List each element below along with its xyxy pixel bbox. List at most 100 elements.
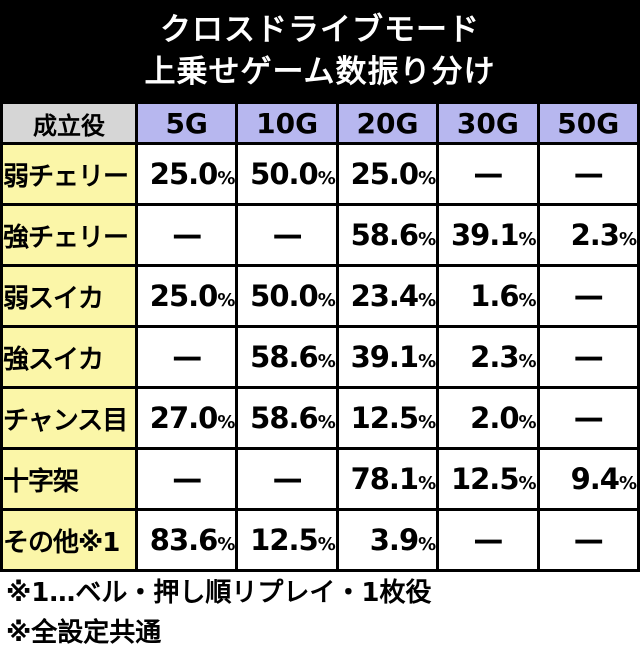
table-row: 強チェリー — —58.6% 39.1% 2.3% <box>0 203 640 267</box>
row-role-label: 強スイカ <box>0 325 138 389</box>
cell-dash: — <box>134 325 239 389</box>
cell-number: 50.0 <box>250 279 319 313</box>
table-row: その他※1 83.6% 12.5% 3.9% — — <box>0 508 640 572</box>
cell-value: 23.4% <box>335 264 440 328</box>
title-line-2: 上乗せゲーム数振り分け <box>144 53 496 90</box>
percent-sign: % <box>418 473 437 494</box>
cell-dash: — <box>436 508 540 572</box>
cell-number: 12.5 <box>450 462 520 496</box>
cell-value: 25.0% <box>134 142 239 206</box>
percent-sign: % <box>317 290 336 311</box>
percent-sign: % <box>418 351 437 372</box>
percent-sign: % <box>217 290 236 311</box>
footnote-1: ※1…ベル・押し順リプレイ・1枚役 <box>6 578 432 608</box>
title-banner: クロスドライブモード 上乗せゲーム数振り分け <box>0 0 640 101</box>
cell-value: 25.0% <box>134 264 239 328</box>
cell-dash: — <box>536 508 640 572</box>
cell-number: 78.1 <box>350 462 420 496</box>
row-role-label: 弱チェリー <box>0 142 138 206</box>
cell-value: 1.6% <box>436 264 540 328</box>
footnote-2: ※全設定共通 <box>6 618 162 648</box>
cell-value: 12.5% <box>436 447 540 511</box>
cell-number: 2.3 <box>470 340 519 374</box>
cell-value: 50.0% <box>235 142 339 206</box>
cell-number: 39.1 <box>350 340 420 374</box>
percent-sign: % <box>518 229 537 250</box>
row-role-label: 強チェリー <box>0 203 138 267</box>
allocation-table: 成立役 5G 10G 20G 30G 50G 弱チェリー 25.0% 50.0% 25… <box>0 101 640 572</box>
percent-sign: % <box>317 168 336 189</box>
cell-number: 2.3 <box>570 218 620 252</box>
cell-value: 2.3% <box>436 325 540 389</box>
cell-dash: — <box>134 447 239 511</box>
table-body: 弱チェリー 25.0% 50.0% 25.0% — — 強チェリー — —58.6% 39.1% 2… <box>0 142 640 572</box>
cell-value: 50.0% <box>235 264 339 328</box>
percent-sign: % <box>618 473 637 494</box>
row-role-label: 弱スイカ <box>0 264 138 328</box>
cell-value: 12.5% <box>335 386 440 450</box>
percent-sign: % <box>418 290 437 311</box>
cell-value: 39.1% <box>436 203 540 267</box>
cell-number: 25.0 <box>149 157 219 191</box>
cell-value: 58.6% <box>235 386 339 450</box>
cell-number: 58.6 <box>250 340 319 374</box>
header-50g: 50G <box>536 101 640 145</box>
cell-number: 27.0 <box>149 401 219 435</box>
cell-number: 12.5 <box>250 523 319 557</box>
cell-value: 58.6% <box>235 325 339 389</box>
percent-sign: % <box>217 534 236 555</box>
percent-sign: % <box>317 534 336 555</box>
cell-number: 1.6 <box>470 279 519 313</box>
cell-number: 58.6 <box>350 218 420 252</box>
table-row: 弱チェリー 25.0% 50.0% 25.0% — — <box>0 142 640 206</box>
header-30g: 30G <box>436 101 540 145</box>
cell-number: 23.4 <box>350 279 420 313</box>
percent-sign: % <box>317 412 336 433</box>
percent-sign: % <box>418 168 437 189</box>
cell-dash: — <box>436 142 540 206</box>
cell-dash: — <box>536 325 640 389</box>
percent-sign: % <box>518 290 537 311</box>
cell-number: 9.4 <box>570 462 620 496</box>
row-role-label: チャンス目 <box>0 386 138 450</box>
cell-number: 25.0 <box>350 157 420 191</box>
cell-number: 25.0 <box>149 279 219 313</box>
cell-value: 9.4% <box>536 447 640 511</box>
percent-sign: % <box>518 412 537 433</box>
cell-number: 58.6 <box>250 401 319 435</box>
cell-number: 2.0 <box>470 401 519 435</box>
cell-value: 58.6% <box>335 203 440 267</box>
percent-sign: % <box>418 229 437 250</box>
cell-value: 3.9% <box>335 508 440 572</box>
cell-number: 83.6 <box>149 523 219 557</box>
cell-dash: — <box>536 264 640 328</box>
cell-dash: — <box>235 203 339 267</box>
cell-value: 2.0% <box>436 386 540 450</box>
footnotes: ※1…ベル・押し順リプレイ・1枚役 ※全設定共通 <box>0 573 640 653</box>
header-5g: 5G <box>134 101 239 145</box>
cell-value: 12.5% <box>235 508 339 572</box>
table-row: 十字架 — —78.1% 12.5% 9.4% <box>0 447 640 511</box>
cell-number: 12.5 <box>350 401 420 435</box>
cell-number: 3.9 <box>369 523 419 557</box>
row-role-label: 十字架 <box>0 447 138 511</box>
header-20g: 20G <box>335 101 440 145</box>
cell-value: 83.6% <box>134 508 239 572</box>
row-role-label: その他※1 <box>0 508 138 572</box>
cell-value: 39.1% <box>335 325 440 389</box>
percent-sign: % <box>518 473 537 494</box>
percent-sign: % <box>418 534 437 555</box>
header-role: 成立役 <box>0 101 138 145</box>
cell-value: 25.0% <box>335 142 440 206</box>
title-line-1: クロスドライブモード <box>160 11 480 48</box>
table-row: チャンス目 27.0% 58.6% 12.5% 2.0% — <box>0 386 640 450</box>
cell-number: 39.1 <box>450 218 520 252</box>
header-row: 成立役 5G 10G 20G 30G 50G <box>0 101 640 145</box>
table-row: 弱スイカ 25.0% 50.0% 23.4% 1.6% — <box>0 264 640 328</box>
percent-sign: % <box>317 351 336 372</box>
cell-value: 78.1% <box>335 447 440 511</box>
percent-sign: % <box>217 412 236 433</box>
table-row: 強スイカ —58.6% 39.1% 2.3% — <box>0 325 640 389</box>
cell-value: 2.3% <box>536 203 640 267</box>
cell-dash: — <box>134 203 239 267</box>
